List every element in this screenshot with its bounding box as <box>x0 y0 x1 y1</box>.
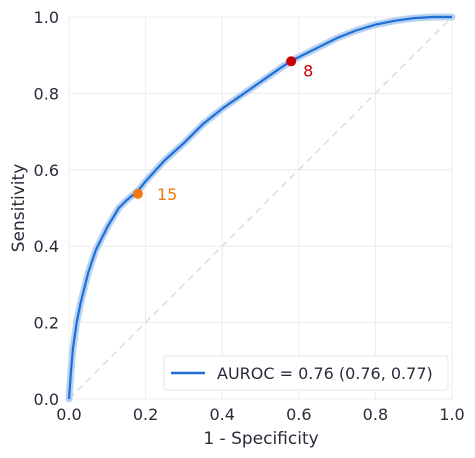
y-axis-label: Sensitivity <box>9 164 29 253</box>
legend-label: AUROC = 0.76 (0.76, 0.77) <box>217 364 433 383</box>
threshold-label: 8 <box>303 61 313 80</box>
x-axis-label: 1 - Specificity <box>203 429 318 449</box>
x-tick-label: 0.8 <box>363 405 388 424</box>
roc-curve <box>67 15 452 400</box>
grid <box>68 16 453 400</box>
threshold-label: 15 <box>157 185 177 204</box>
threshold-point <box>132 188 143 199</box>
series-layer <box>65 13 456 403</box>
tick-labels: 0.0 0.2 0.4 0.6 0.8 1.0 0.0 0.2 0.4 0.6 0.8 1.0 <box>34 8 465 424</box>
threshold-points: 15 8 <box>132 56 313 204</box>
reference-line <box>68 16 453 400</box>
y-tick-label: 0.6 <box>34 161 59 180</box>
x-tick-label: 0.2 <box>133 405 158 424</box>
threshold-point <box>286 56 297 67</box>
y-tick-label: 0.8 <box>34 84 59 103</box>
legend: AUROC = 0.76 (0.76, 0.77) <box>163 355 449 391</box>
chance-diagonal <box>68 16 453 400</box>
x-tick-label: 1.0 <box>439 405 464 424</box>
y-tick-label: 0.2 <box>34 314 59 333</box>
x-tick-label: 0.4 <box>209 405 234 424</box>
x-tick-label: 0.6 <box>286 405 311 424</box>
y-tick-label: 0.0 <box>34 390 59 409</box>
x-tick-label: 0.0 <box>56 405 81 424</box>
legend-box <box>163 355 449 391</box>
y-tick-label: 1.0 <box>34 8 59 27</box>
y-tick-label: 0.4 <box>34 237 59 256</box>
